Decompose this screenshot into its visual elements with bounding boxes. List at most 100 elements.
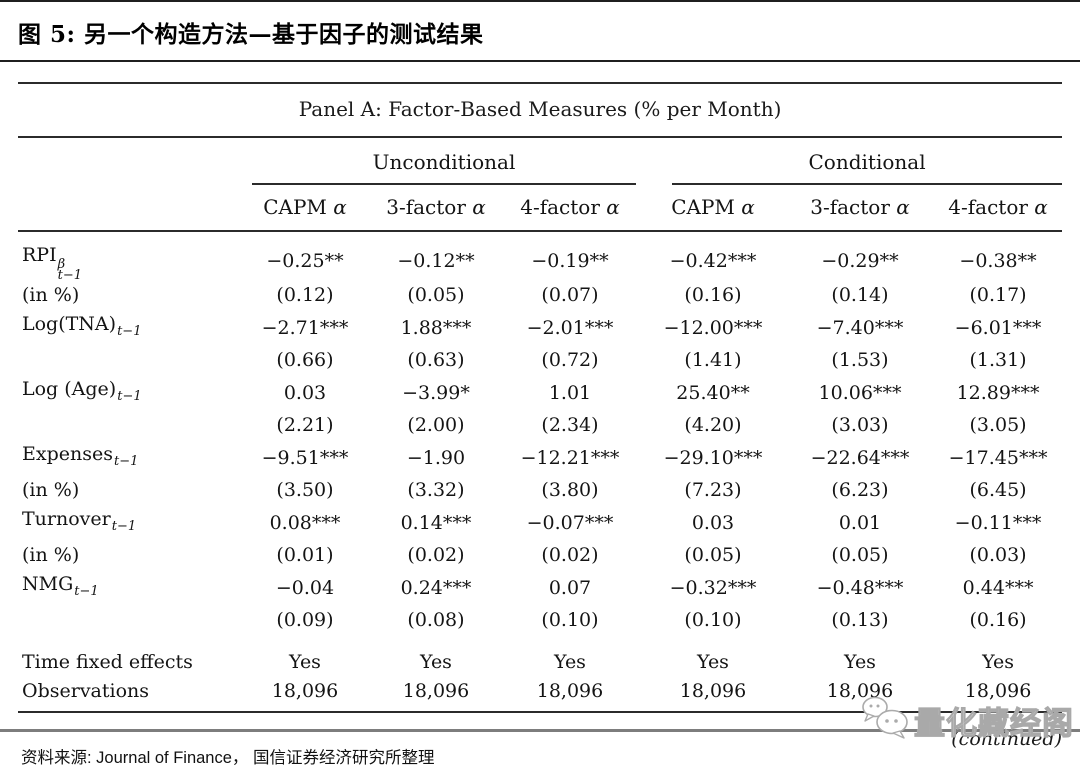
column-header: 3-factor α [372, 185, 500, 232]
value-cell: (3.32) [407, 479, 465, 501]
value-cell: (0.02) [541, 544, 599, 566]
value-cell: (0.66) [276, 349, 334, 371]
top-border-rule [0, 0, 1080, 2]
panel-title-row: Panel A: Factor-Based Measures (% per Mo… [18, 82, 1063, 138]
value-cell: 18,096 [372, 677, 500, 713]
value-cell: (0.05) [407, 284, 465, 306]
value-cell: 18,096 [786, 677, 934, 713]
value-cell: (0.09) [276, 609, 334, 631]
value-cell: 0.03 [691, 511, 735, 534]
table-row: (0.66) (0.63) (0.72) (1.41) (1.53) (1.31) [18, 346, 1062, 375]
row-label: (in %) [22, 544, 80, 566]
value-cell: (0.03) [969, 544, 1027, 566]
table-row: RPI β t−1 −0.25** −0.12** −0.19** −0.42*** −0.2… [18, 231, 1062, 283]
value-cell: Yes [697, 651, 729, 673]
value-cell: −7.40*** [816, 316, 904, 339]
value-cell: (0.17) [969, 284, 1027, 306]
figure-title: 图 5: 另一个构造方法—基于因子的测试结果 [18, 21, 484, 48]
stub-header [18, 185, 238, 232]
value-cell: (0.12) [276, 284, 334, 306]
table-row: (2.21) (2.00) (2.34) (4.20) (3.03) (3.05) [18, 411, 1062, 440]
value-cell: (0.72) [541, 349, 599, 371]
value-cell: −0.07*** [526, 511, 614, 534]
row-label: Log(TNA)t−1 [22, 313, 142, 339]
value-cell: (0.05) [684, 544, 742, 566]
row-label [18, 346, 238, 375]
value-cell: −2.71*** [261, 316, 349, 339]
value-cell: Yes [554, 651, 586, 673]
row-label: Turnovert−1 [22, 508, 137, 534]
value-cell: 1.01 [548, 381, 592, 404]
row-label: RPI β t−1 [22, 244, 82, 283]
value-cell: −12.21*** [520, 446, 620, 469]
value-cell: (7.23) [684, 479, 742, 501]
table-row: (in %) (0.01) (0.02) (0.02) (0.05) (0.05) (0.0… [18, 541, 1062, 570]
value-cell: (3.05) [969, 414, 1027, 436]
group-header-row: Unconditional Conditional [18, 137, 1063, 185]
value-cell: (1.53) [831, 349, 889, 371]
value-cell: (6.45) [969, 479, 1027, 501]
watermark-text: 量化藏经阁 [913, 705, 1074, 742]
column-header: 3-factor α [786, 185, 934, 232]
value-cell: (0.16) [969, 609, 1027, 631]
table-row: (0.09) (0.08) (0.10) (0.10) (0.13) (0.16) [18, 606, 1062, 635]
value-cell: −0.48*** [816, 576, 904, 599]
panel-title: Panel A: Factor-Based Measures (% per Mo… [18, 82, 1063, 138]
spacer-row [18, 635, 1062, 648]
value-cell: Yes [289, 651, 321, 673]
value-cell: 25.40** [676, 381, 750, 404]
table-row: Time fixed effects Yes Yes Yes Yes Yes Yes [18, 648, 1062, 677]
value-cell: (0.63) [407, 349, 465, 371]
table-row: NMGt−1 −0.04 0.24*** 0.07 −0.32*** −0.48*** 0.… [18, 570, 1062, 606]
table-row: (in %) (3.50) (3.32) (3.80) (7.23) (6.23) (6.4… [18, 476, 1062, 505]
source-note: 资料来源: Journal of Finance， 国信证券经济研究所整理 [21, 749, 435, 767]
value-cell: −0.38** [959, 249, 1037, 272]
value-cell: 12.89*** [956, 381, 1040, 404]
group-label: Unconditional [372, 150, 516, 174]
value-cell: (0.16) [684, 284, 742, 306]
footer-separator-rule [0, 729, 1080, 732]
column-header: CAPM α [640, 185, 786, 232]
value-cell: Yes [844, 651, 876, 673]
row-label: (in %) [22, 479, 80, 501]
value-cell: (2.00) [407, 414, 465, 436]
value-cell: 0.24*** [400, 576, 472, 599]
row-label [18, 411, 238, 440]
column-header: CAPM α [238, 185, 372, 232]
value-cell: 1.88*** [400, 316, 472, 339]
row-label: Log (Age)t−1 [22, 378, 142, 404]
value-cell: (2.21) [276, 414, 334, 436]
value-cell: 18,096 [500, 677, 640, 713]
value-cell: −0.11*** [954, 511, 1042, 534]
value-cell: 18,096 [640, 677, 786, 713]
table-row: Log(TNA)t−1 −2.71*** 1.88*** −2.01*** −12.00… [18, 310, 1062, 346]
table-row: Turnovert−1 0.08*** 0.14*** −0.07*** 0.03 0.0… [18, 505, 1062, 541]
value-cell: −29.10*** [663, 446, 763, 469]
watermark: 量化藏经阁 [860, 694, 1074, 746]
value-cell: (1.31) [969, 349, 1027, 371]
value-cell: −2.01*** [526, 316, 614, 339]
row-label: (in %) [22, 284, 80, 306]
value-cell: (1.41) [684, 349, 742, 371]
continued-note: (continued) [951, 728, 1062, 750]
value-cell: −17.45*** [948, 446, 1048, 469]
value-cell: −0.19** [531, 249, 609, 272]
value-cell: (3.03) [831, 414, 889, 436]
title-underline-rule [0, 60, 1080, 62]
group-label: Conditional [808, 150, 926, 174]
stub-header [18, 137, 238, 185]
column-header: 4-factor α [934, 185, 1063, 232]
column-header-row: CAPM α 3-factor α 4-factor α CAPM α 3-fa… [18, 185, 1063, 232]
table-row: Log (Age)t−1 0.03 −3.99* 1.01 25.40** 10.06**… [18, 375, 1062, 411]
value-cell: (0.10) [684, 609, 742, 631]
value-cell: 0.14*** [400, 511, 472, 534]
value-cell: −0.29** [821, 249, 899, 272]
column-header: 4-factor α [500, 185, 640, 232]
value-cell: 0.08*** [269, 511, 341, 534]
value-cell: 0.44*** [962, 576, 1034, 599]
value-cell: (4.20) [684, 414, 742, 436]
row-label: Observations [18, 677, 238, 713]
value-cell: 18,096 [238, 677, 372, 713]
value-cell: −0.04 [275, 576, 335, 599]
value-cell: (0.02) [407, 544, 465, 566]
